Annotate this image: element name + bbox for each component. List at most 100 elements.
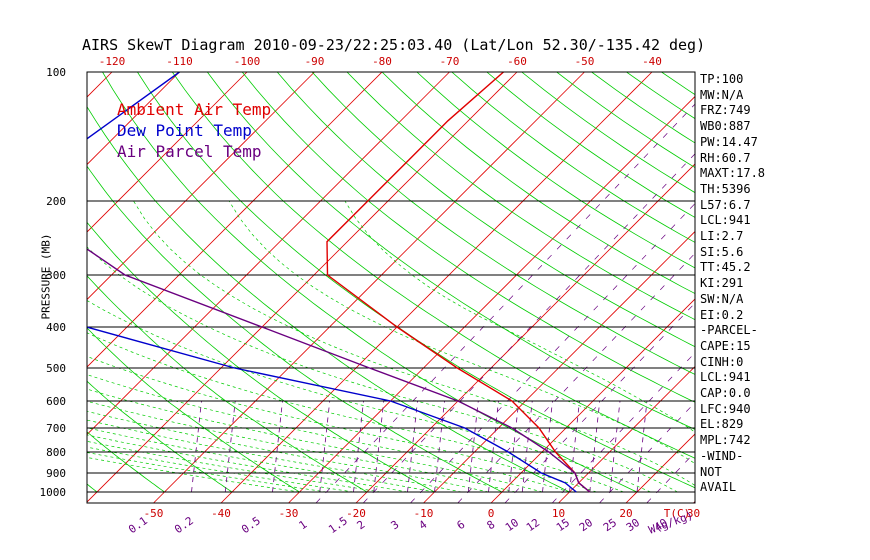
mixing-ratio-line [836, 72, 870, 503]
dry-adiabat-line [804, 52, 870, 492]
mixing-ratio-tick-label: 10 [503, 516, 521, 534]
mixing-ratio-line [362, 153, 695, 503]
dry-adiabat-line [736, 52, 870, 492]
mixing-ratio-line [434, 400, 445, 493]
side-panel-item: CINH:0 [700, 354, 744, 369]
isotherm-line [829, 72, 870, 503]
side-panel-item: EL:829 [700, 417, 744, 432]
side-panel-item: NOT [700, 464, 722, 479]
legend-item: Ambient Air Temp [117, 100, 272, 119]
side-panel-item: L57:6.7 [700, 197, 751, 212]
side-panel-item: WB0:887 [700, 119, 751, 134]
mixing-ratio-tick-label: 40 [652, 516, 670, 534]
dry-adiabat-line [102, 72, 638, 493]
chart-title: AIRS SkewT Diagram 2010-09-23/22:25:03.4… [82, 36, 706, 54]
top-temp-tick-label: -90 [305, 55, 325, 68]
mixing-ratio-tick-label: 20 [577, 516, 595, 534]
mixing-ratio-line [373, 400, 385, 493]
moist-adiabat-line [87, 427, 435, 493]
mixing-ratio-tick-label: 25 [601, 516, 619, 534]
mixing-ratio-line [599, 401, 695, 503]
side-panel-item: MPL:742 [700, 433, 751, 448]
mixing-ratio-line [315, 103, 695, 503]
isotherm-line [355, 163, 695, 503]
side-panel-item: RH:60.7 [700, 150, 751, 165]
moist-adiabat-line [133, 200, 695, 486]
mixing-ratio-tick-label: 8 [485, 518, 498, 532]
dry-adiabat-line [87, 327, 300, 493]
side-panel-item: LFC:940 [700, 401, 751, 416]
isotherm-line [288, 95, 695, 503]
isotherm-line [87, 72, 450, 436]
side-panel-item: AVAIL [700, 480, 737, 495]
bottom-temp-tick-label: 0 [488, 507, 495, 520]
bottom-temp-tick-label: -40 [211, 507, 231, 520]
dry-adiabat-line [87, 275, 368, 493]
mixing-ratio-tick-label: 30 [624, 516, 642, 534]
dry-adiabat-line [206, 72, 695, 430]
legend-item: Dew Point Temp [117, 121, 252, 140]
bottom-temp-tick-label: -30 [279, 507, 299, 520]
dry-adiabat-line [87, 221, 435, 493]
top-temp-tick-label: -120 [99, 55, 126, 68]
pressure-tick-label: 400 [46, 321, 66, 334]
dry-adiabat-line [87, 380, 233, 493]
mixing-ratio-line [741, 72, 870, 503]
isotherm-line [558, 365, 695, 503]
top-temp-tick-label: -70 [440, 55, 460, 68]
mixing-ratio-tick-label: 12 [524, 516, 542, 534]
mixing-ratio-tick-label: 6 [455, 518, 468, 532]
dry-adiabat-line [451, 72, 695, 243]
legend-item: Air Parcel Temp [117, 142, 262, 161]
mixing-ratio-line [789, 72, 870, 503]
moist-adiabat-line [87, 356, 597, 493]
isotherm-line [87, 72, 180, 166]
pressure-tick-label: 600 [46, 395, 66, 408]
dry-adiabat-line [276, 72, 695, 375]
pressure-tick-label: 100 [46, 66, 66, 79]
pressure-tick-label: 900 [46, 467, 66, 480]
top-temp-tick-label: -40 [642, 55, 662, 68]
pressure-tick-label: 700 [46, 422, 66, 435]
dry-adiabat-line [136, 72, 695, 489]
side-panel-item: KI:291 [700, 276, 744, 291]
side-panel-item: LI:2.7 [700, 229, 744, 243]
dry-adiabat-line [87, 431, 165, 493]
mixing-ratio-line [457, 252, 695, 503]
side-panel-item: MAXT:17.8 [700, 166, 766, 181]
bottom-temp-tick-label: 10 [552, 507, 565, 520]
top-temp-tick-label: -80 [372, 55, 392, 68]
dry-adiabat-line [381, 72, 695, 295]
mixing-ratio-line [636, 400, 648, 493]
bottom-temp-tick-label: -50 [144, 507, 164, 520]
top-temp-tick-label: -60 [507, 55, 527, 68]
side-panel-item: -PARCEL- [700, 323, 758, 338]
dry-adiabat-line [346, 72, 695, 321]
dry-adiabat-line [668, 52, 870, 492]
side-panel-item: TH:5396 [700, 181, 751, 196]
top-temp-tick-label: -110 [166, 55, 193, 68]
moist-adiabat-line [87, 446, 354, 493]
pressure-tick-label: 1000 [40, 486, 67, 499]
y-axis-label: PRESSURE (MB) [39, 233, 53, 320]
mixing-ratio-line [551, 352, 695, 503]
mixing-ratio-tick-label: 2 [355, 518, 368, 532]
moist-adiabat-line [87, 410, 489, 493]
isotherm-line [87, 72, 315, 301]
side-panel-item: CAPE:15 [700, 338, 751, 353]
isotherm-line [761, 72, 870, 503]
side-panel-item: LCL:941 [700, 213, 751, 228]
side-panel-item: EI:0.2 [700, 307, 744, 322]
isotherm-line [220, 72, 653, 503]
side-panel-item: TP:100 [700, 72, 744, 86]
bottom-temp-tick-label: 20 [619, 507, 632, 520]
mixing-ratio-line [589, 400, 601, 493]
dry-adiabat-line [171, 72, 695, 459]
moist-adiabat-line [344, 200, 695, 433]
mixing-ratio-tick-label: 3 [389, 518, 402, 532]
dry-adiabat-line [660, 72, 695, 96]
dry-adiabat-line [521, 72, 695, 194]
moist-adiabat-line [87, 457, 300, 493]
dry-adiabat-line [241, 72, 695, 403]
